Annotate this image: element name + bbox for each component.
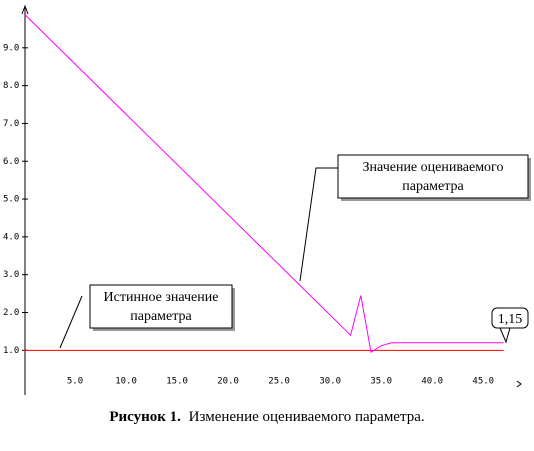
x-tick-label: 15.0 [166,377,188,387]
x-tick-label: 30.0 [319,377,341,387]
x-tick-label: 5.0 [67,377,83,387]
annotation-line: Истинное значение [104,290,219,305]
annotation-line: Значение оцениваемого [363,160,504,175]
annotation-text: 1,15 [498,312,523,327]
annotation-text: Значение оцениваемого параметра [363,160,504,194]
x-tick-label: 20.0 [217,377,239,387]
y-tick-label: 2.0 [3,308,19,318]
x-arrow [516,380,522,388]
y-tick-label: 5.0 [3,195,19,205]
y-tick-label: 8.0 [3,81,19,91]
x-tick-label: 35.0 [370,377,392,387]
x-tick-label: 45.0 [472,377,494,387]
y-tick-label: 6.0 [3,157,19,167]
y-tick-label: 1.0 [3,346,19,356]
y-arrow [21,4,29,15]
y-tick-label: 9.0 [3,43,19,53]
series-line [23,13,504,354]
x-tick-label: 40.0 [421,377,443,387]
annotation-box [89,284,233,329]
caption: Рисунок 1. Изменение оцениваемого параме… [109,409,424,425]
y-tick-label: 7.0 [3,119,19,129]
x-tick-label: 10.0 [115,377,137,387]
callout-line [299,167,338,282]
annotation-box [491,307,529,329]
caption-label: Рисунок 1. [109,409,181,425]
annotation-line: параметра [130,309,192,324]
x-tick-label: 25.0 [268,377,290,387]
annotation-line: параметра [402,179,464,194]
caption-text: Изменение оцениваемого параметра. [189,409,425,425]
callout-line [499,327,511,344]
annotation-box [337,154,529,199]
y-tick-label: 4.0 [3,232,19,242]
callout-line [59,295,83,349]
y-tick-label: 3.0 [3,270,19,280]
annotation-text: Истинное значение параметра [104,290,219,324]
